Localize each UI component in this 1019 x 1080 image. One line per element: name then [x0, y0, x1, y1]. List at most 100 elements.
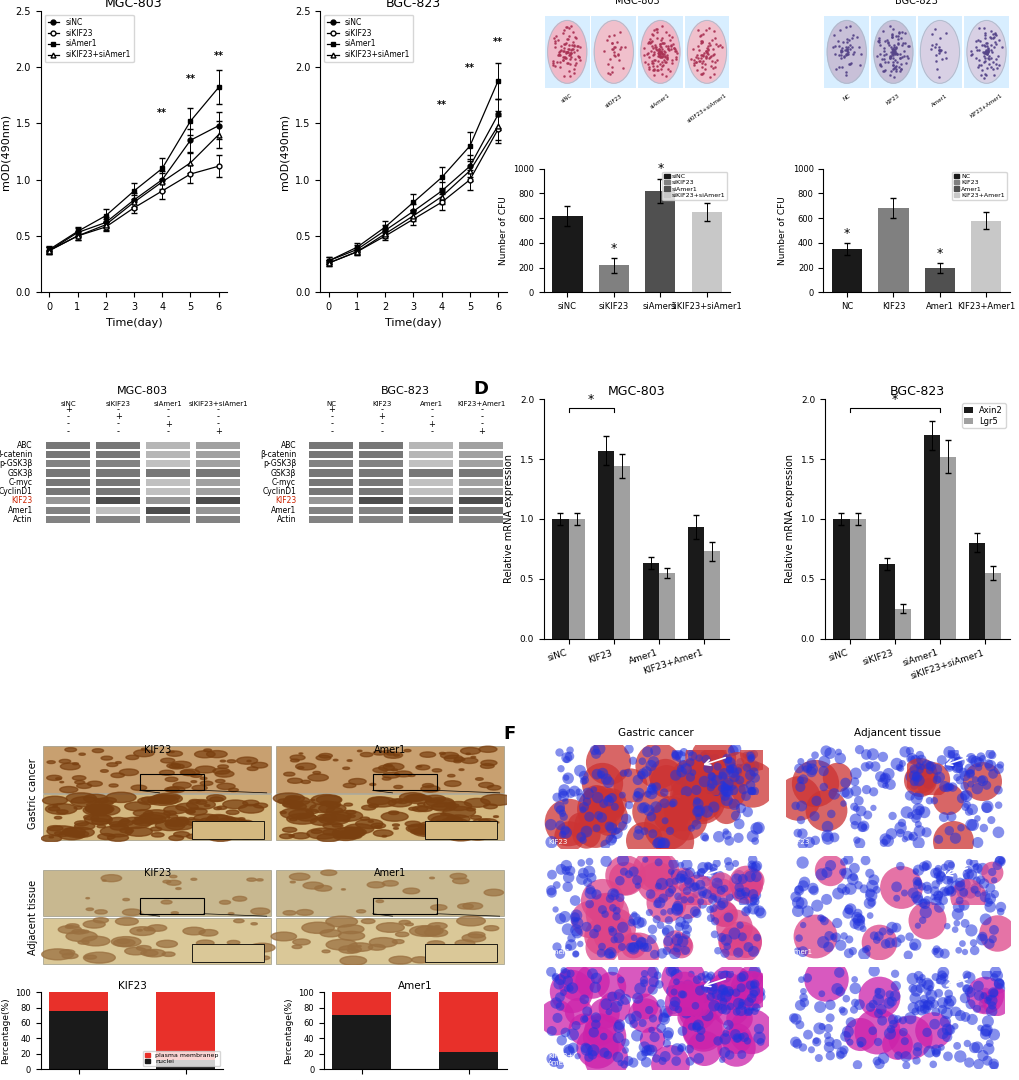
Circle shape [405, 821, 420, 826]
Point [666, 945, 683, 962]
Point [542, 963, 558, 981]
Point [649, 756, 665, 773]
Bar [459, 470, 502, 476]
Text: β-catenin: β-catenin [260, 450, 296, 459]
Text: Amer1: Amer1 [374, 868, 406, 878]
Circle shape [338, 931, 364, 941]
Point [874, 922, 891, 940]
Point [882, 993, 899, 1010]
Point [585, 924, 601, 942]
Bar [459, 507, 502, 514]
Circle shape [453, 760, 461, 762]
Point [902, 1010, 918, 1027]
Point [903, 751, 919, 768]
Point [916, 895, 932, 913]
Point [736, 932, 752, 949]
Y-axis label: Percentage(%): Percentage(%) [1, 997, 10, 1064]
Point [806, 774, 822, 792]
Bar [877, 565, 894, 638]
Circle shape [101, 801, 113, 805]
Circle shape [166, 880, 180, 886]
Point [907, 752, 923, 769]
Point [576, 990, 592, 1008]
Circle shape [181, 770, 195, 775]
Point [866, 758, 882, 775]
Point [589, 920, 605, 937]
Point [803, 1041, 819, 1058]
Point [977, 799, 994, 816]
Point [743, 783, 759, 800]
Point [607, 998, 624, 1015]
Circle shape [426, 928, 431, 930]
Circle shape [311, 829, 322, 834]
Circle shape [253, 831, 263, 835]
Point [791, 1016, 807, 1034]
Bar [276, 918, 503, 963]
Circle shape [88, 781, 102, 786]
Point [675, 970, 691, 987]
Point [817, 891, 834, 908]
Point [610, 929, 627, 946]
Bar [963, 16, 1008, 87]
Point [636, 966, 652, 983]
Point [556, 908, 573, 926]
Bar [459, 516, 502, 523]
Point [614, 919, 631, 936]
Point [864, 996, 880, 1013]
Point [552, 760, 569, 778]
Point [572, 762, 588, 780]
Point [787, 797, 803, 814]
Point [736, 1028, 752, 1045]
Circle shape [186, 834, 200, 839]
Circle shape [74, 821, 89, 826]
Point [573, 828, 589, 846]
Point [869, 991, 886, 1009]
Circle shape [463, 903, 482, 909]
Point [690, 1002, 706, 1020]
Point [978, 1052, 995, 1069]
Text: NC: NC [842, 93, 851, 102]
Point [927, 1044, 944, 1062]
Text: KIF23+Amer1: KIF23+Amer1 [458, 402, 505, 407]
Point [719, 852, 736, 869]
Point [739, 1032, 755, 1050]
Circle shape [360, 818, 369, 821]
Point [748, 820, 764, 837]
Point [653, 945, 669, 962]
Point [695, 777, 711, 794]
Circle shape [434, 926, 439, 928]
Point [677, 778, 693, 795]
Circle shape [110, 824, 128, 831]
Point [789, 903, 805, 920]
Circle shape [208, 833, 232, 841]
Y-axis label: Number of CFU: Number of CFU [777, 197, 787, 265]
Point [700, 781, 716, 798]
Title: Amer1: Amer1 [397, 982, 432, 991]
Circle shape [86, 897, 90, 899]
Point [659, 922, 676, 940]
Point [616, 990, 633, 1008]
Point [829, 885, 846, 902]
Circle shape [150, 827, 162, 831]
Circle shape [326, 819, 335, 822]
Point [828, 981, 845, 998]
Circle shape [125, 755, 139, 759]
Point [834, 863, 850, 880]
Circle shape [470, 815, 481, 820]
Point [821, 856, 838, 874]
Circle shape [326, 808, 342, 813]
Point [978, 798, 995, 815]
Circle shape [53, 806, 57, 807]
Point [882, 1021, 899, 1038]
Point [744, 872, 760, 889]
Point [849, 905, 865, 922]
Circle shape [424, 823, 446, 832]
Bar [146, 516, 190, 523]
Point [828, 768, 845, 785]
Point [838, 865, 854, 882]
Point [920, 792, 936, 809]
Circle shape [191, 781, 197, 783]
Point [808, 897, 824, 915]
Point [716, 968, 733, 985]
Circle shape [232, 896, 247, 901]
